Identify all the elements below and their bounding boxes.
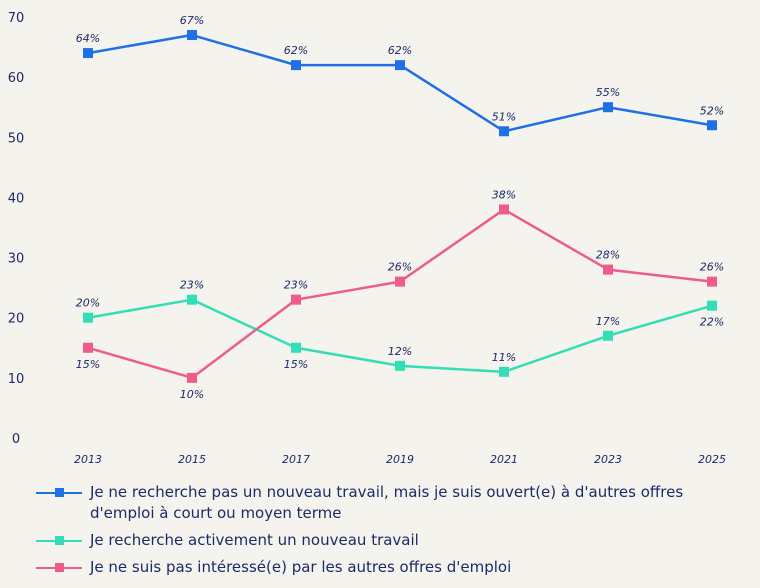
y-tick-label: 50 — [8, 131, 25, 146]
data-point — [187, 372, 197, 383]
x-tick-label: 2019 — [386, 453, 414, 466]
x-tick-label: 2021 — [490, 453, 518, 466]
data-point — [707, 300, 717, 311]
data-label: 52% — [700, 104, 724, 117]
data-label: 15% — [284, 358, 308, 371]
data-point — [291, 342, 301, 353]
data-label: 17% — [596, 315, 620, 328]
legend-swatch-open — [36, 488, 82, 497]
y-tick-label: 30 — [8, 252, 25, 267]
data-label: 62% — [388, 44, 412, 57]
data-point — [603, 264, 613, 275]
data-label: 26% — [388, 261, 412, 274]
data-point — [707, 120, 717, 131]
legend-label-not-interested: Je ne suis pas intéressé(e) par les autr… — [90, 558, 512, 576]
data-label: 23% — [284, 279, 308, 292]
data-point — [603, 102, 613, 113]
data-point — [395, 276, 405, 287]
data-point — [187, 30, 197, 41]
data-label: 51% — [492, 110, 516, 123]
data-point — [83, 342, 93, 353]
data-point — [83, 312, 93, 323]
legend-label-open: Je ne recherche pas un nouveau travail, … — [90, 483, 684, 522]
data-point — [395, 360, 405, 371]
data-point — [83, 48, 93, 59]
y-tick-label: 70 — [8, 11, 25, 26]
y-tick-label: 10 — [8, 372, 25, 387]
y-tick-label: 0 — [12, 432, 20, 447]
legend-label-active: Je recherche activement un nouveau trava… — [90, 531, 419, 549]
y-tick-label: 40 — [8, 191, 25, 206]
x-tick-label: 2013 — [74, 453, 102, 466]
data-point — [395, 60, 405, 71]
data-label: 64% — [76, 32, 100, 45]
data-label: 20% — [76, 297, 100, 310]
data-label: 22% — [700, 316, 724, 329]
data-point — [291, 60, 301, 71]
x-tick-label: 2017 — [282, 453, 310, 466]
data-point — [499, 204, 509, 215]
data-point — [187, 294, 197, 305]
data-label: 26% — [700, 261, 724, 274]
y-tick-label: 20 — [8, 312, 25, 327]
legend-item-active: Je recherche activement un nouveau trava… — [30, 530, 730, 551]
x-tick-label: 2015 — [178, 453, 206, 466]
legend-swatch-active — [36, 536, 82, 545]
data-point — [603, 330, 613, 341]
x-tick-label: 2025 — [698, 453, 726, 466]
line-chart: 0 10 20 30 40 50 60 70 2013 2015 2017 2019 2021 2023 2… — [8, 11, 726, 466]
data-label: 62% — [284, 44, 308, 57]
data-point — [707, 276, 717, 287]
data-label: 15% — [76, 358, 100, 371]
data-label: 10% — [180, 388, 204, 401]
data-label: 11% — [492, 351, 516, 364]
x-tick-label: 2023 — [594, 453, 622, 466]
legend-item-open: Je ne recherche pas un nouveau travail, … — [30, 482, 730, 524]
data-point — [499, 366, 509, 377]
data-label: 67% — [180, 14, 204, 27]
data-point — [291, 294, 301, 305]
data-label: 55% — [596, 86, 620, 99]
data-point — [499, 126, 509, 137]
legend-swatch-not-interested — [36, 563, 82, 572]
y-tick-label: 60 — [8, 71, 25, 86]
data-label: 12% — [388, 345, 412, 358]
legend: Je ne recherche pas un nouveau travail, … — [30, 482, 730, 584]
legend-item-not-interested: Je ne suis pas intéressé(e) par les autr… — [30, 557, 730, 578]
data-label: 28% — [596, 249, 620, 262]
data-label: 38% — [492, 188, 516, 201]
data-label: 23% — [180, 279, 204, 292]
